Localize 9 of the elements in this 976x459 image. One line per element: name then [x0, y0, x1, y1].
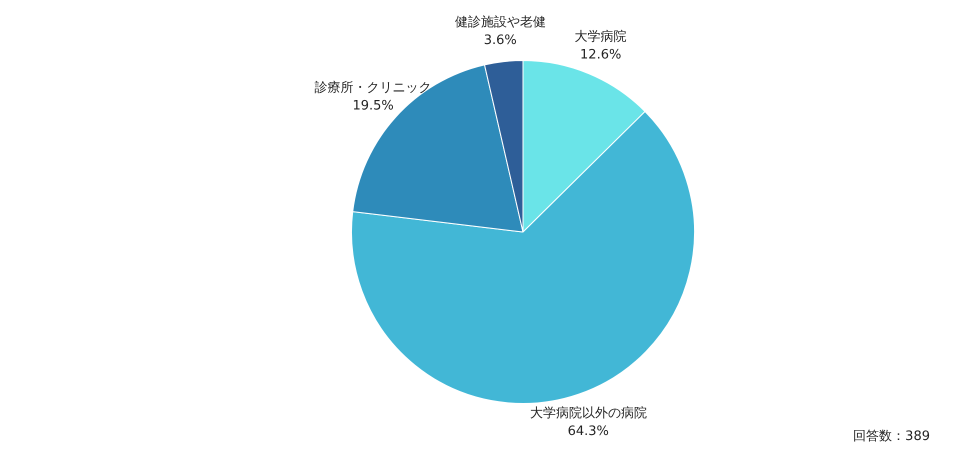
slice-label: 診療所・クリニック — [314, 80, 432, 96]
slice-label: 大学病院以外の病院 — [530, 406, 647, 422]
text: 回答数：389 — [853, 428, 930, 445]
data-label: 19.5% — [352, 98, 394, 114]
slice-label: 健診施設や老健 — [454, 15, 546, 30]
slice-label: 大学病院 — [574, 29, 627, 44]
data-label: 64.3% — [568, 424, 609, 440]
data-label: 12.6% — [580, 47, 622, 62]
data-label: 3.6% — [484, 33, 517, 48]
